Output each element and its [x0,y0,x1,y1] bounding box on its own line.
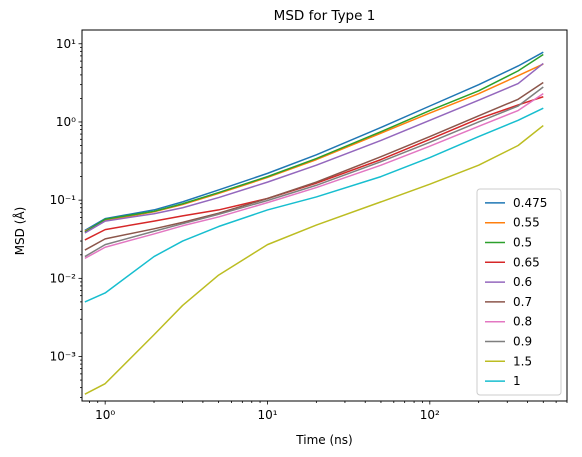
y-tick-label: 10⁻¹ [50,193,77,207]
x-axis-label: Time (ns) [295,433,352,447]
y-axis-label: MSD (Å) [12,207,27,256]
x-tick-label: 10² [420,408,440,422]
series-line-0.9 [84,86,544,258]
y-tick-label: 10⁻² [50,271,77,285]
plot-frame [81,29,568,402]
legend: 0.475 0.55 0.5 0.65 0.6 0.7 0.8 0.9 1.5 1 [476,188,562,396]
legend-label-0.475: 0.475 [513,196,547,210]
series-line-0.55 [84,63,544,232]
plot-lines [84,51,544,395]
y-tick-label: 10¹ [56,37,76,51]
x-tick-label: 10¹ [257,408,277,422]
series-line-0.7 [84,81,544,251]
legend-label-0.55: 0.55 [513,216,540,230]
legend-label-1.5: 1.5 [513,354,532,368]
series-line-0.6 [84,62,544,234]
legend-label-1: 1 [513,374,521,388]
legend-label-0.65: 0.65 [513,255,540,269]
legend-label-0.7: 0.7 [513,295,532,309]
legend-label-0.6: 0.6 [513,275,532,289]
y-tick-label: 10⁻³ [50,350,77,364]
x-tick-label: 10⁰ [95,408,115,422]
legend-box [476,188,562,396]
legend-label-0.8: 0.8 [513,315,532,329]
series-line-0.5 [84,53,544,233]
x-axis: 10⁰ 10¹ 10² [89,401,568,422]
series-line-1 [84,107,544,303]
series-line-1.5 [84,124,544,395]
y-axis: 10⁻³ 10⁻² 10⁻¹ 10⁰ 10¹ [50,37,82,398]
legend-label-0.5: 0.5 [513,236,532,250]
series-line-0.8 [84,93,544,260]
series-line-0.475 [84,51,544,232]
chart-title: MSD for Type 1 [274,8,376,24]
legend-label-0.9: 0.9 [513,335,532,349]
y-tick-label: 10⁰ [56,115,76,129]
